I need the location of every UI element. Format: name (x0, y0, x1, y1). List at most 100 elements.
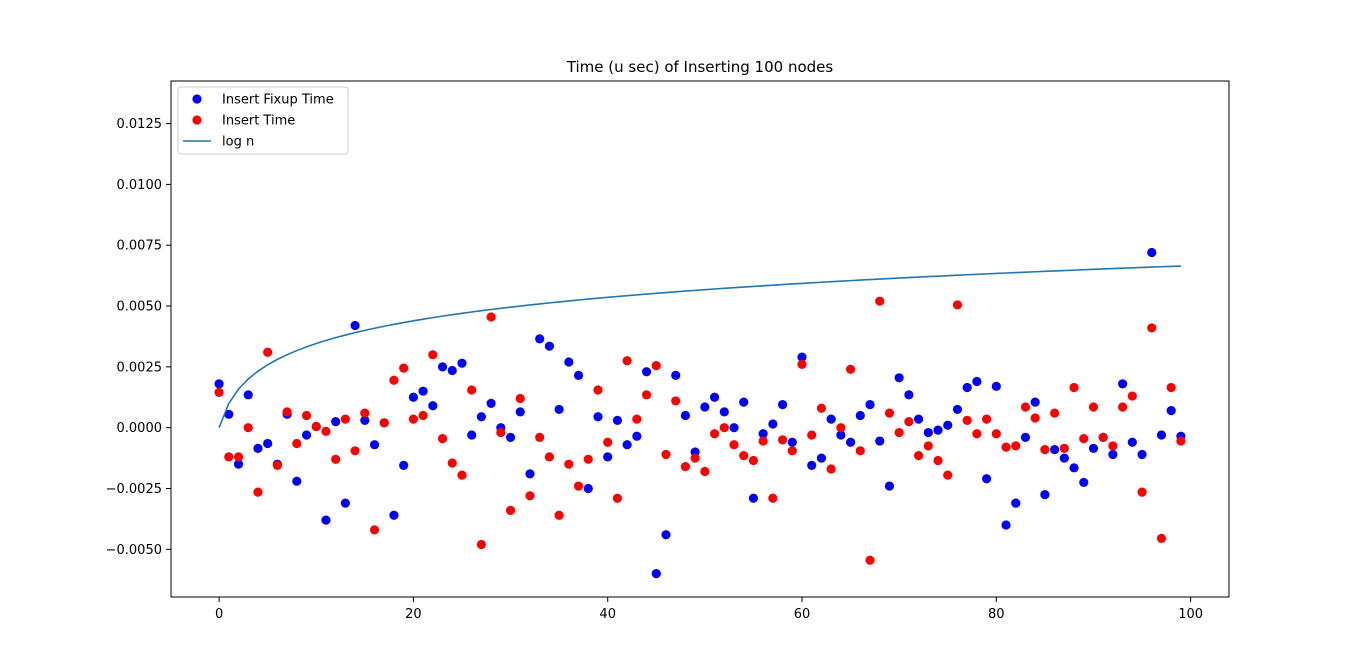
data-point-insert-fixup-time (554, 404, 564, 415)
data-point-insert-fixup-time (933, 425, 943, 435)
data-point-insert-fixup-time (1059, 453, 1069, 463)
data-point-insert-fixup-time (1079, 477, 1089, 488)
data-point-insert-time (486, 312, 496, 322)
legend-label: Insert Fixup Time (222, 93, 334, 108)
data-point-insert-time (437, 434, 448, 444)
data-point-insert-time (535, 432, 545, 443)
data-point-insert-time (991, 429, 1001, 439)
data-point-insert-fixup-time (437, 362, 448, 372)
data-point-insert-time (622, 356, 632, 366)
data-point-insert-fixup-time (1020, 432, 1031, 443)
data-point-insert-time (408, 414, 418, 424)
data-point-insert-time (884, 408, 895, 418)
data-point-insert-time (826, 464, 836, 474)
data-point-insert-time (544, 452, 555, 462)
data-point-insert-fixup-time (1040, 489, 1050, 500)
data-point-insert-time (467, 385, 477, 395)
legend-box (177, 86, 349, 155)
data-point-insert-time (952, 300, 963, 310)
data-point-insert-fixup-time (709, 392, 720, 402)
data-point-insert-fixup-time (641, 367, 652, 377)
data-point-insert-fixup-time (573, 370, 584, 380)
data-point-insert-time (943, 470, 953, 480)
data-point-insert-fixup-time (1030, 397, 1040, 407)
data-point-insert-fixup-time (564, 357, 574, 367)
data-point-insert-fixup-time (214, 379, 224, 389)
data-point-insert-time (1059, 443, 1069, 453)
data-point-insert-fixup-time (729, 423, 739, 433)
data-point-insert-time (1011, 441, 1021, 451)
axes-frame (170, 80, 1230, 598)
data-point-insert-fixup-time (301, 430, 312, 440)
data-point-insert-time (1166, 382, 1176, 393)
data-point-insert-time (389, 375, 399, 385)
data-point-insert-time (1098, 432, 1108, 443)
data-point-insert-fixup-time (360, 415, 370, 425)
y-tick-label: 0.0050 (117, 300, 163, 315)
data-point-insert-fixup-time (739, 397, 749, 407)
data-point-insert-time (797, 359, 807, 370)
data-point-insert-time (428, 350, 438, 360)
data-point-insert-fixup-time (1108, 449, 1118, 460)
x-tick-label: 80 (988, 607, 1005, 622)
data-point-insert-time (787, 446, 797, 456)
y-tick-label: 0.0025 (117, 360, 163, 375)
x-tick-label: 20 (405, 607, 422, 622)
data-point-insert-fixup-time (486, 398, 496, 408)
data-point-insert-fixup-time (1069, 463, 1079, 473)
data-point-insert-time (982, 414, 992, 424)
data-point-insert-fixup-time (845, 437, 856, 447)
data-point-insert-fixup-time (972, 376, 982, 387)
data-point-insert-fixup-time (292, 476, 302, 486)
data-point-insert-fixup-time (1127, 437, 1137, 447)
data-point-insert-fixup-time (1156, 430, 1167, 440)
data-point-insert-time (739, 451, 749, 461)
data-point-insert-fixup-time (612, 415, 623, 425)
data-point-insert-time (311, 421, 321, 432)
data-point-insert-fixup-time (807, 460, 817, 470)
data-point-insert-time (457, 470, 467, 480)
data-point-insert-time (894, 427, 904, 438)
data-point-insert-fixup-time (1137, 449, 1147, 460)
legend-label: Insert Time (222, 114, 295, 129)
data-point-insert-time (729, 440, 739, 450)
data-point-insert-fixup-time (913, 414, 924, 424)
data-point-insert-fixup-time (1118, 379, 1128, 389)
data-point-insert-fixup-time (1147, 247, 1157, 258)
data-point-insert-fixup-time (350, 320, 360, 331)
data-point-insert-fixup-time (525, 469, 535, 479)
data-point-insert-fixup-time (253, 443, 263, 453)
data-point-insert-fixup-time (583, 483, 593, 494)
series-line-log-n (218, 265, 1181, 428)
data-point-insert-time (651, 361, 661, 371)
data-point-insert-time (214, 387, 224, 398)
data-point-insert-fixup-time (923, 427, 933, 438)
data-point-insert-time (554, 510, 564, 520)
data-point-insert-time (855, 446, 865, 456)
data-point-insert-fixup-time (467, 430, 477, 440)
data-point-insert-time (758, 436, 768, 446)
data-point-insert-time (253, 487, 263, 497)
data-point-insert-time (272, 460, 282, 470)
data-point-insert-fixup-time (700, 402, 710, 412)
data-point-insert-time (379, 418, 389, 428)
data-point-insert-time (1079, 434, 1089, 444)
data-point-insert-time (496, 427, 506, 438)
data-point-insert-fixup-time (603, 452, 613, 462)
data-point-insert-time (321, 426, 331, 436)
data-point-insert-fixup-time (632, 431, 642, 441)
data-point-insert-time (233, 452, 244, 462)
y-tick-label: 0.0075 (117, 239, 163, 254)
data-point-insert-fixup-time (476, 412, 487, 422)
data-point-insert-fixup-time (399, 460, 409, 470)
data-point-insert-time (583, 454, 593, 464)
data-point-insert-time (515, 393, 525, 404)
legend-dot-marker (192, 94, 202, 104)
y-tick-label: 0.0100 (117, 178, 163, 193)
data-point-insert-time (933, 455, 943, 466)
data-point-insert-time (661, 449, 671, 460)
data-point-insert-time (447, 458, 457, 468)
data-point-insert-time (1069, 382, 1079, 393)
data-point-insert-time (418, 410, 428, 421)
